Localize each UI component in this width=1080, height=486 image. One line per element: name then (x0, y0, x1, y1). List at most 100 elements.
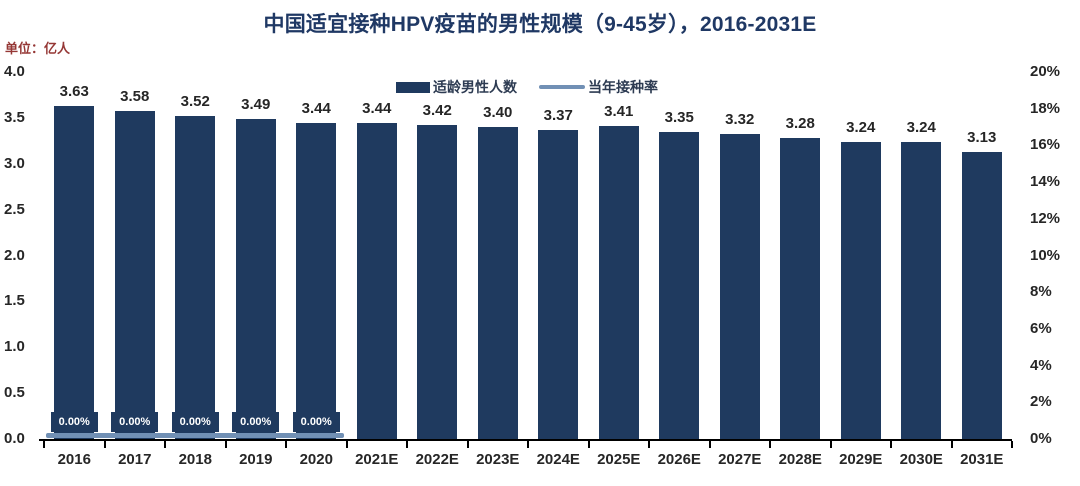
bar-value-label: 3.58 (120, 87, 150, 105)
bar (175, 116, 216, 439)
x-axis-tick (224, 441, 227, 448)
legend-item: 当年接种率 (539, 77, 658, 97)
x-axis-category-label: 2028E (778, 451, 822, 468)
x-axis-category-label: 2017 (118, 451, 152, 468)
x-axis-category-label: 2022E (415, 451, 459, 468)
bar (356, 123, 397, 439)
y-axis-label-right: 18% (1030, 99, 1061, 117)
bar-value-label: 3.13 (967, 128, 997, 146)
x-axis-category-label: 2025E (597, 451, 641, 468)
x-axis-tick (345, 441, 348, 448)
bar (659, 131, 700, 439)
rate-value-label: 0.00% (292, 412, 340, 432)
y-axis-label-right: 16% (1030, 136, 1061, 154)
bar (901, 141, 942, 439)
bar-value-label: 3.44 (362, 100, 392, 118)
bar (780, 138, 821, 439)
x-axis-tick (587, 441, 590, 448)
rate-line (46, 433, 345, 438)
y-axis-label-left: 3.0 (4, 154, 25, 172)
bar (417, 125, 458, 439)
bar-value-label: 3.35 (664, 108, 694, 126)
y-axis-label-left: 4.0 (4, 63, 25, 80)
legend-item: 适龄男性人数 (396, 77, 517, 97)
bar (538, 129, 579, 439)
x-axis-category-label: 2016 (57, 451, 91, 468)
x-axis-category-label: 2026E (657, 451, 701, 468)
x-axis-tick (406, 441, 408, 448)
bar (114, 110, 155, 439)
y-axis-label-right: 8% (1030, 283, 1052, 301)
bar-value-label: 3.41 (604, 103, 634, 121)
rate-value-label: 0.00% (111, 412, 159, 432)
bar-value-label: 3.52 (180, 93, 210, 111)
bar-value-label: 3.32 (725, 111, 755, 129)
x-axis-tick (769, 441, 771, 448)
x-axis-tick (648, 441, 650, 448)
x-axis-category-label: 2020 (299, 451, 333, 468)
x-axis-tick (890, 441, 892, 448)
bar-value-label: 3.24 (906, 118, 936, 136)
bar-value-label: 3.24 (846, 118, 876, 136)
bar-value-label: 3.40 (483, 104, 513, 122)
bar-value-label: 3.37 (543, 106, 573, 124)
x-axis-tick (43, 441, 45, 448)
y-axis-label-right: 12% (1030, 209, 1061, 227)
x-axis-category-label: 2019 (239, 451, 273, 468)
legend-label: 当年接种率 (588, 79, 658, 95)
y-axis-label-left: 3.5 (4, 108, 25, 126)
bar (477, 127, 518, 439)
y-axis-label-left: 0.0 (4, 430, 25, 447)
x-axis-category-label: 2024E (536, 451, 580, 468)
x-axis-tick (527, 441, 529, 448)
x-axis-tick (829, 441, 832, 448)
y-axis-label-right: 14% (1030, 173, 1061, 191)
x-axis-tick (950, 441, 953, 448)
x-axis-line (39, 439, 1012, 441)
y-axis-label-left: 2.5 (4, 200, 25, 218)
x-axis-tick (466, 441, 469, 448)
bar-value-label: 3.42 (422, 102, 452, 120)
bar (719, 134, 760, 439)
legend-label: 适龄男性人数 (433, 79, 517, 95)
x-axis-category-label: 2027E (718, 451, 762, 468)
rate-value-label: 0.00% (50, 412, 98, 432)
y-axis-label-right: 6% (1030, 319, 1052, 337)
rate-value-label: 0.00% (171, 412, 219, 432)
chart-title: 中国适宜接种HPV疫苗的男性规模（9-45岁），2016-2031E (263, 13, 817, 36)
y-axis-label-right: 10% (1030, 246, 1061, 264)
x-axis-tick (1011, 441, 1013, 448)
x-axis-category-label: 2030E (899, 451, 943, 468)
y-axis-label-left: 1.0 (4, 338, 25, 356)
bar-value-label: 3.28 (785, 115, 815, 133)
y-axis-label-left: 1.5 (4, 292, 25, 310)
x-axis-tick (285, 441, 287, 448)
x-axis-category-label: 2018 (178, 451, 212, 468)
bar (296, 123, 337, 439)
y-axis-label-left: 2.0 (4, 246, 25, 264)
bar-value-label: 3.44 (301, 100, 331, 118)
bar-value-label: 3.49 (241, 95, 271, 113)
legend-bar-swatch (396, 81, 430, 93)
bar (961, 151, 1002, 439)
y-axis-label-right: 0% (1030, 430, 1052, 447)
y-axis-unit-label: 单位：亿人 (5, 41, 71, 56)
x-axis-tick (103, 441, 106, 448)
bar (840, 141, 881, 439)
bar (54, 105, 95, 439)
y-axis-label-right: 2% (1030, 393, 1052, 411)
x-axis-category-label: 2021E (355, 451, 399, 468)
bar (235, 118, 276, 439)
bar (598, 126, 639, 439)
y-axis-label-left: 0.5 (4, 384, 25, 402)
y-axis-label-right: 4% (1030, 356, 1052, 374)
bar-value-label: 3.63 (59, 82, 89, 100)
legend-line-swatch (539, 85, 585, 89)
x-axis-tick (164, 441, 166, 448)
x-axis-category-label: 2023E (476, 451, 520, 468)
x-axis-category-label: 2029E (839, 451, 883, 468)
rate-value-label: 0.00% (232, 412, 280, 432)
x-axis-category-label: 2031E (960, 451, 1004, 468)
